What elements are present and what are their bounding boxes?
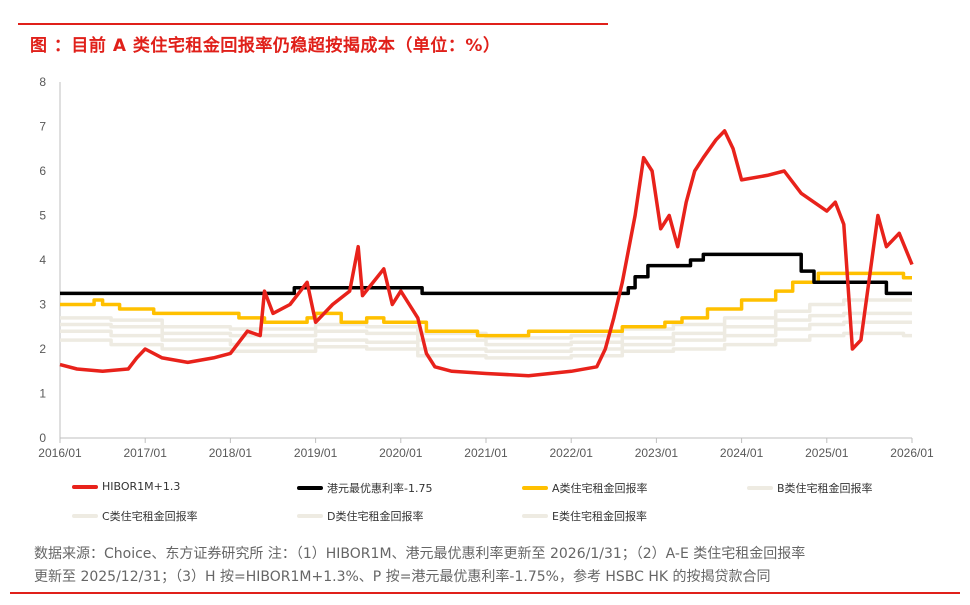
legend-swatch	[72, 514, 98, 518]
legend-item: HIBOR1M+1.3	[72, 480, 180, 493]
x-tick-label: 2023/01	[635, 446, 679, 460]
legend-swatch	[297, 514, 323, 518]
x-tick-label: 2017/01	[124, 446, 168, 460]
legend-label: B类住宅租金回报率	[777, 482, 873, 495]
legend-label: D类住宅租金回报率	[327, 510, 424, 523]
legend-item: C类住宅租金回报率	[72, 508, 198, 524]
legend-item: B类住宅租金回报率	[747, 480, 873, 496]
line-chart: 0 1 2 3 4 5 6 7 8 2016/01 2017/01 2018/01 2019/01 202…	[38, 75, 934, 460]
series-line-5	[60, 252, 912, 296]
legend-swatch	[72, 484, 98, 489]
y-tick-label: 6	[39, 164, 46, 178]
x-tick-label: 2016/01	[38, 446, 82, 460]
y-tick-label: 0	[39, 431, 46, 445]
legend-swatch	[522, 486, 548, 490]
top-rule	[18, 23, 608, 25]
legend-swatch	[297, 486, 323, 490]
series-line-2	[60, 311, 912, 347]
x-tick-label: 2021/01	[464, 446, 508, 460]
x-tick-label: 2022/01	[550, 446, 594, 460]
series-line-0	[60, 331, 912, 360]
legend-swatch	[747, 486, 773, 490]
series-line-1	[60, 320, 912, 353]
x-tick-label: 2024/01	[720, 446, 764, 460]
footer-line-1: 数据来源：Choice、东方证券研究所 注：（1）HIBOR1M、港元最优惠利率…	[34, 546, 806, 562]
legend-swatch	[522, 514, 548, 518]
y-tick-label: 5	[39, 209, 46, 223]
y-tick-label: 1	[39, 387, 46, 401]
y-tick-label: 7	[39, 120, 46, 134]
x-tick-label: 2025/01	[805, 446, 849, 460]
y-tick-label: 8	[39, 75, 46, 89]
legend-label: HIBOR1M+1.3	[102, 480, 181, 493]
legend-item: E类住宅租金回报率	[522, 508, 647, 524]
series-line-4	[60, 271, 912, 338]
legend-label: E类住宅租金回报率	[552, 510, 647, 523]
footer-note: 数据来源：Choice、东方证券研究所 注：（1）HIBOR1M、港元最优惠利率…	[34, 543, 954, 589]
legend-label: 港元最优惠利率-1.75	[327, 482, 433, 495]
x-tick-label: 2026/01	[890, 446, 934, 460]
series-line-3	[60, 298, 912, 340]
legend-label: C类住宅租金回报率	[102, 510, 198, 523]
y-tick-label: 2	[39, 342, 46, 356]
legend-item: 港元最优惠利率-1.75	[297, 480, 432, 496]
legend-item: D类住宅租金回报率	[297, 508, 423, 524]
series-line-6	[59, 129, 914, 378]
footer-line-2: 更新至 2025/12/31；（3）H 按=HIBOR1M+1.3%、P 按=港…	[34, 569, 771, 585]
bottom-rule	[10, 592, 960, 594]
legend-item: A类住宅租金回报率	[522, 480, 648, 496]
x-tick-label: 2020/01	[379, 446, 423, 460]
figure-title: 图 ：目前 A 类住宅租金回报率仍稳超按揭成本（单位：%）	[30, 36, 501, 56]
x-tick-label: 2019/01	[294, 446, 338, 460]
x-tick-label: 2018/01	[209, 446, 253, 460]
y-tick-label: 3	[39, 298, 46, 312]
y-tick-label: 4	[39, 253, 46, 267]
legend-label: A类住宅租金回报率	[552, 482, 648, 495]
